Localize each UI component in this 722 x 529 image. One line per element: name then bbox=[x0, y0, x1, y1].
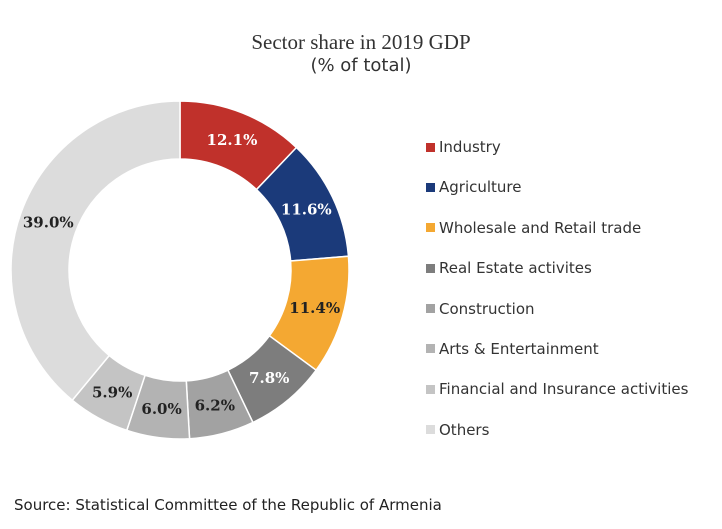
legend-swatch bbox=[426, 425, 435, 435]
legend-label: Real Estate activites bbox=[439, 259, 592, 278]
data-label: 11.4% bbox=[289, 299, 340, 317]
legend-swatch bbox=[426, 384, 435, 394]
legend-item: Arts & Entertainment bbox=[426, 339, 688, 359]
legend-label: Others bbox=[439, 420, 490, 439]
chart-title: Sector share in 2019 GDP bbox=[251, 30, 471, 54]
data-label: 6.0% bbox=[141, 400, 181, 418]
legend-swatch bbox=[426, 344, 435, 354]
legend-swatch bbox=[426, 182, 435, 192]
legend-item: Others bbox=[426, 420, 688, 440]
data-label: 7.8% bbox=[249, 369, 289, 387]
legend-item: Industry bbox=[426, 137, 688, 157]
legend-label: Arts & Entertainment bbox=[439, 339, 599, 358]
legend-swatch bbox=[426, 263, 435, 273]
legend-label: Wholesale and Retail trade bbox=[439, 218, 642, 237]
slice-others bbox=[10, 100, 181, 402]
legend-label: Financial and Insurance activities bbox=[439, 380, 689, 399]
chart-subtitle: (% of total) bbox=[310, 55, 412, 76]
data-label: 12.1% bbox=[207, 131, 258, 149]
data-label: 11.6% bbox=[281, 201, 332, 219]
data-label: 39.0% bbox=[23, 214, 74, 232]
legend-swatch bbox=[426, 304, 435, 314]
legend-item: Agriculture bbox=[426, 177, 688, 197]
legend-item: Real Estate activites bbox=[426, 258, 688, 278]
legend-item: Financial and Insurance activities bbox=[426, 379, 688, 399]
source-note: Source: Statistical Committee of the Rep… bbox=[14, 496, 442, 514]
legend-label: Construction bbox=[439, 299, 535, 318]
legend-label: Agriculture bbox=[439, 178, 522, 197]
data-label: 5.9% bbox=[92, 383, 132, 401]
legend-swatch bbox=[426, 142, 435, 152]
data-label: 6.2% bbox=[195, 397, 235, 415]
legend-label: Industry bbox=[439, 138, 501, 156]
legend-item: Construction bbox=[426, 299, 688, 319]
legend-item: Wholesale and Retail trade bbox=[426, 218, 688, 238]
chart-legend: Industry Agriculture Wholesale and Retail … bbox=[426, 137, 688, 460]
legend-swatch bbox=[426, 223, 435, 233]
